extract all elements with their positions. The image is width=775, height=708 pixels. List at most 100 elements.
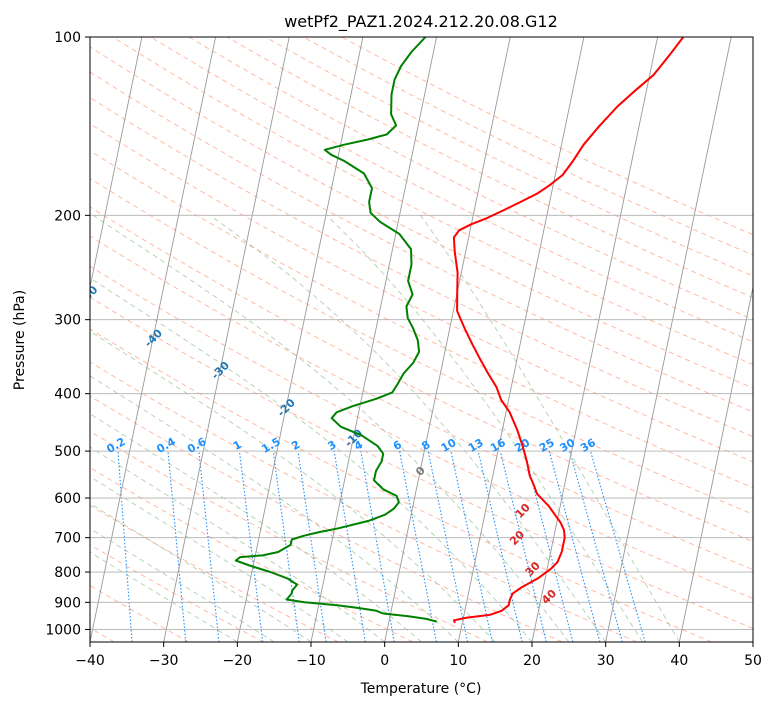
dry-adiabat-line [90,395,563,642]
dry-adiabat-line [90,97,753,438]
x-tick-label: 40 [670,653,688,669]
moist-adiabat-line [92,214,570,642]
mixing-ratio-line [450,450,493,642]
y-axis-ticks: 100 200 300 400 500 600 700 800 900 1000 [45,30,90,638]
isotherm-line [605,37,732,642]
x-tick-label: 10 [449,653,467,669]
mixing-ratio-line [117,451,133,642]
isotherm-line [90,37,217,642]
isotherm-line [90,37,143,290]
y-tick-label: 700 [54,531,81,547]
dry-adiabat-line [90,46,753,389]
moist-adiabat-line [90,375,459,642]
y-tick-label: 1000 [45,622,81,638]
x-tick-label: −30 [149,653,179,669]
mixing-ratio-label: 0.2 [104,435,127,456]
isotherm-line [678,284,753,642]
moist-adiabat-label: 10 [513,501,533,521]
dry-adiabat-line [90,504,339,642]
mixing-ratio-line [297,451,327,642]
mixing-ratio-line [477,450,523,642]
isotherm-line [236,37,364,642]
mixing-ratio-label: 0.4 [154,435,178,456]
dry-adiabat-line [90,430,488,642]
mixing-ratio-line [238,451,264,642]
x-tick-label: 0 [380,653,389,669]
isotherm-line [457,37,585,642]
mixing-ratio-label: 10 [439,436,459,455]
mixing-ratio-line [167,451,187,642]
dry-adiabat-line [90,296,753,629]
moist-adiabat-label: 20 [507,528,527,548]
isotherm-label: -30 [209,359,232,382]
mixing-ratio-label: 0.6 [185,435,209,456]
moist-adiabat-line [420,215,680,642]
isotherm-line [752,639,753,642]
isotherm-label: -50 [77,283,100,306]
dry-adiabat-line [90,150,753,489]
dry-adiabat-line [90,328,712,642]
mixing-ratio-line [198,451,220,642]
dry-adiabat-line [112,37,753,366]
isotherm-line [531,37,659,642]
mixing-ratio-line [360,451,395,642]
moist-adiabat-line [209,214,607,642]
mixing-ratio-label: 16 [488,436,508,455]
mixing-ratio-line [427,450,469,642]
dry-adiabat-line [90,206,753,543]
isotherm-line [163,37,290,642]
mixing-ratio-line [399,450,437,642]
mixing-ratio-line [548,450,601,642]
sounding-series [234,37,685,624]
moist-adiabat-line [90,446,385,642]
x-tick-label: −10 [296,653,326,669]
dry-adiabat-line [90,235,753,571]
mixing-ratio-lines [117,450,646,642]
dry-adiabat-line [90,123,753,463]
mixing-ratio-line [272,451,300,642]
isotherm-line [310,37,438,642]
isotherm-label: -60 [13,238,36,261]
y-tick-label: 800 [54,565,81,581]
moist-adiabat-line [90,330,496,642]
y-tick-label: 600 [54,491,81,507]
y-tick-label: 400 [54,387,81,403]
dry-adiabat-line [90,265,753,600]
moist-adiabat-line [90,527,275,642]
y-tick-label: 500 [54,444,81,460]
plot-frame [89,36,754,643]
y-tick-label: 300 [54,313,81,329]
chart-title: wetPf2_PAZ1.2024.212.20.08.G12 [284,12,558,32]
y-axis-label: Pressure (hPa) [12,290,28,390]
x-tick-label: 30 [597,653,615,669]
x-tick-label: 50 [744,653,762,669]
x-tick-label: −20 [223,653,253,669]
moist-adiabats [90,214,680,642]
dry-adiabats [90,37,753,642]
moist-adiabat-line [326,214,643,642]
moist-adiabat-line [90,277,533,642]
y-tick-label: 100 [54,30,81,46]
moist-adiabat-line [90,413,422,642]
mixing-ratio-line [333,451,366,642]
dry-adiabat-line [90,177,753,515]
dry-adiabat-line [188,37,753,320]
isotherm-label: -40 [142,326,165,349]
isotherm-line [384,37,511,642]
moist-adiabat-label: 40 [539,587,559,607]
mixing-ratio-label: 36 [578,436,598,455]
mixing-ratio-line [524,450,574,642]
plot-area: 0.10.20.40.611.52346810131620253036-100-… [0,37,753,642]
y-tick-label: 900 [54,595,81,611]
x-axis-label: Temperature (°C) [360,681,482,697]
temperature-profile-line [452,37,685,624]
pressure-gridlines [90,37,753,630]
mixing-ratio-label: 13 [466,436,486,455]
isotherm-line [0,37,68,642]
x-tick-label: −40 [75,653,105,669]
mixing-ratio-line [569,450,623,642]
dry-adiabat-line [90,544,264,642]
moist-adiabat-line [90,551,238,642]
moist-adiabat-line [90,503,312,642]
